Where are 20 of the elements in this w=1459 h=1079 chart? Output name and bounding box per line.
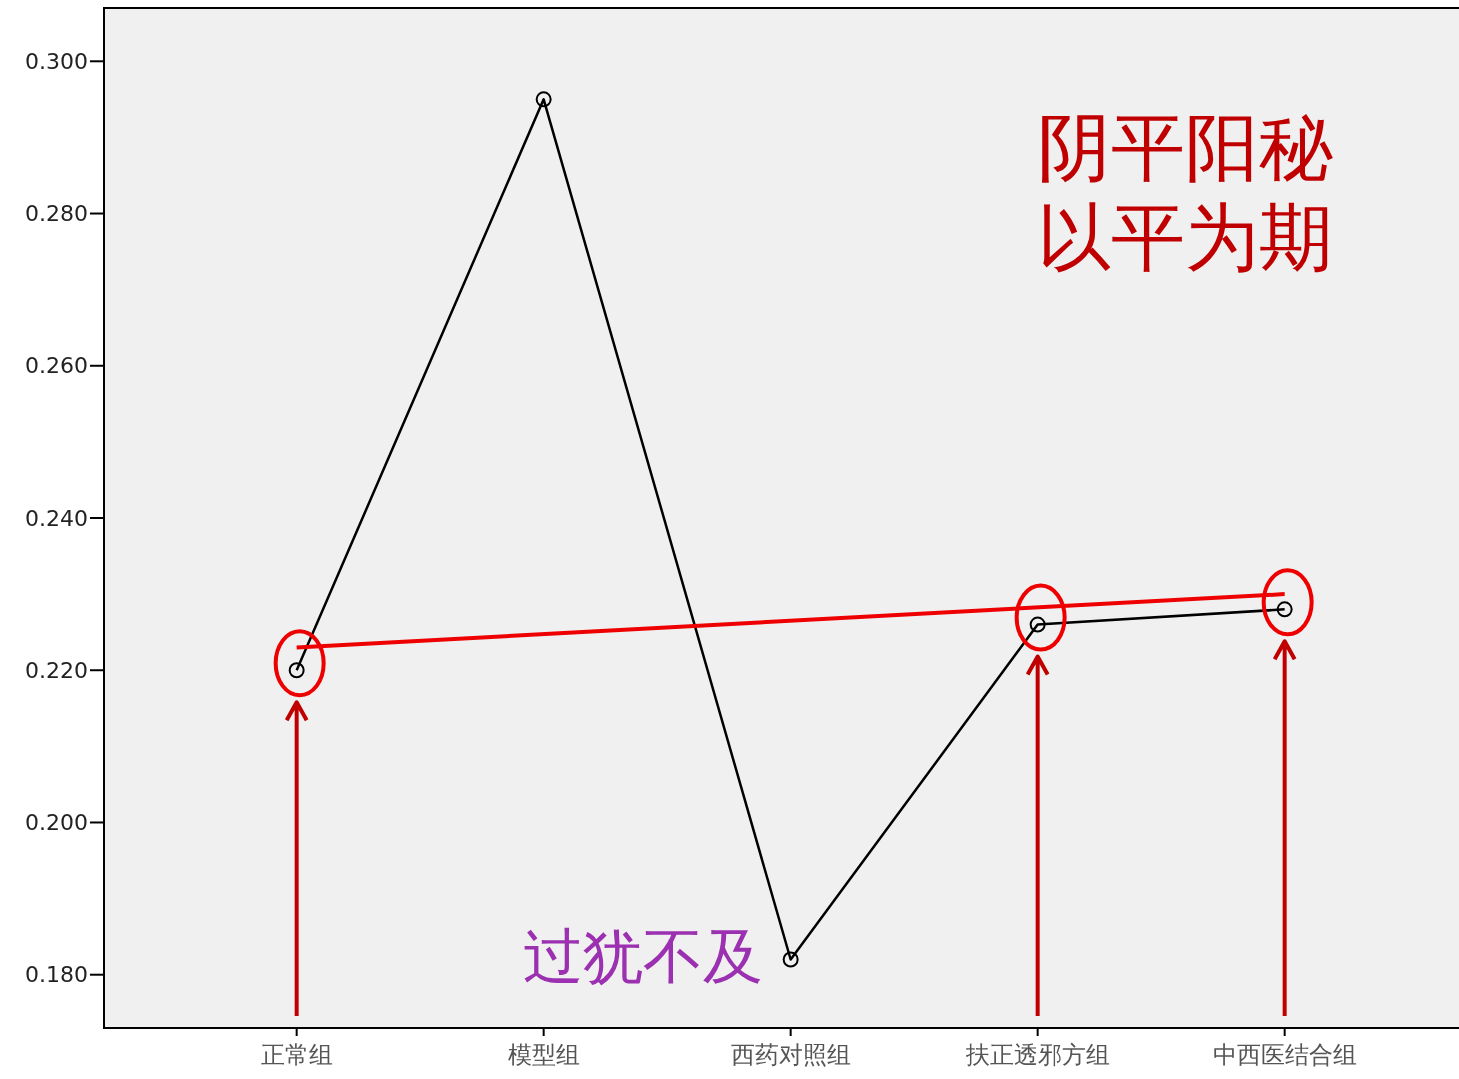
x-tick-label: 模型组 <box>507 1041 580 1069</box>
y-tick-label: 0.260 <box>25 353 88 379</box>
y-tick-label: 0.200 <box>25 810 88 836</box>
y-tick-label: 0.220 <box>25 657 88 683</box>
point <box>782 951 799 968</box>
annotation: 过犹不及 <box>523 921 763 991</box>
y-tick-label: 0.280 <box>25 201 88 227</box>
point <box>535 91 552 108</box>
annotation: 以平为期 <box>1037 194 1333 280</box>
x-tick-label: 扶正透邪方组 <box>964 1041 1110 1069</box>
point <box>288 662 305 679</box>
point <box>1029 616 1046 633</box>
y-tick-label: 0.300 <box>25 48 88 74</box>
y-tick-label: 0.180 <box>25 962 88 988</box>
x-tick-label: 正常组 <box>260 1041 333 1069</box>
annotation: 阴平阳秘 <box>1037 104 1333 190</box>
y-tick-label: 0.240 <box>25 505 88 531</box>
x-tick-label: 西药对照组 <box>730 1041 851 1069</box>
x-tick-label: 中西医结合组 <box>1212 1041 1357 1069</box>
point <box>1276 601 1293 618</box>
